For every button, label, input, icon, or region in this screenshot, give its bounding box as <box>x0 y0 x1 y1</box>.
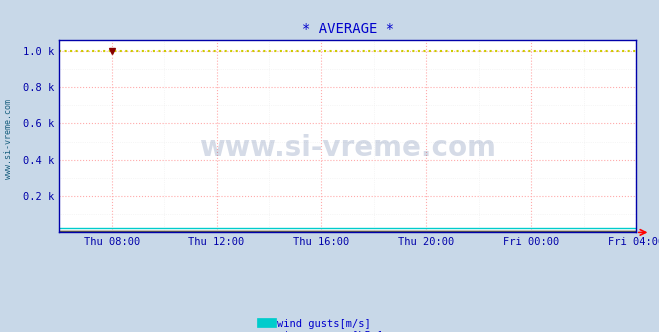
Text: www.si-vreme.com: www.si-vreme.com <box>199 134 496 162</box>
Text: www.si-vreme.com: www.si-vreme.com <box>4 100 13 179</box>
Legend: wind gusts[m/s], air pressure[hPa], soil temp. 5cm / 2in[C], soil temp. 10cm / 4: wind gusts[m/s], air pressure[hPa], soil… <box>258 315 438 332</box>
Title: * AVERAGE *: * AVERAGE * <box>302 22 393 36</box>
